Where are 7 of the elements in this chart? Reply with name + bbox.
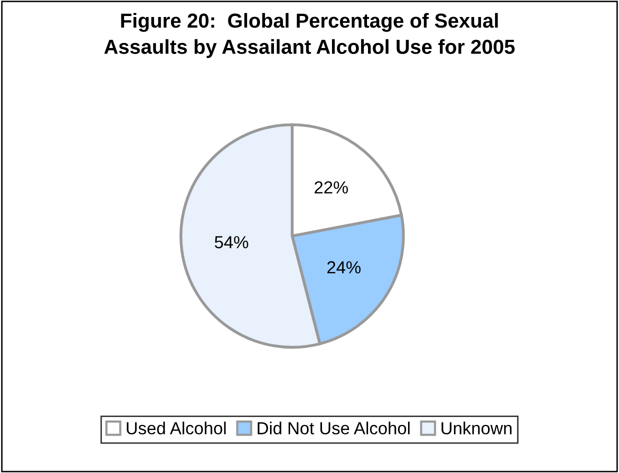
legend-label: Unknown [442,422,512,434]
legend-label: Used Alcohol [126,422,226,434]
data-label: 54% [214,236,248,248]
legend-label: Did Not Use Alcohol [258,422,410,434]
chart-title: Figure 20: Global Percentage of Sexual Assaults by Assailant Alcohol Use for 2005 [104,13,515,58]
data-label: 22% [314,181,348,194]
data-label: 24% [327,261,361,274]
